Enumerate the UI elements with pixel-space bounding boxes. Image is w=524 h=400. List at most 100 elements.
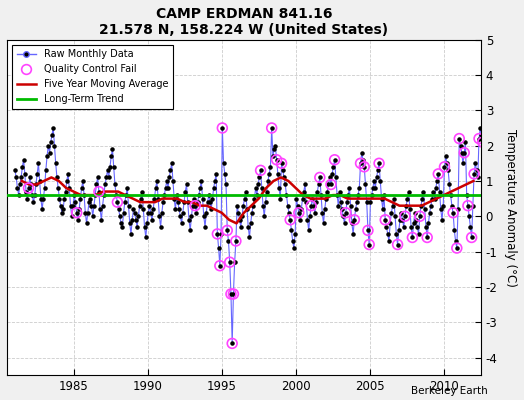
Point — [457, 150, 466, 156]
Point — [401, 213, 409, 220]
Point — [210, 185, 218, 191]
Point — [261, 199, 270, 205]
Point — [106, 164, 114, 170]
Point — [213, 231, 222, 237]
Point — [430, 196, 439, 202]
Point — [211, 178, 219, 184]
Point — [137, 196, 145, 202]
Point — [384, 231, 392, 237]
Point — [455, 135, 463, 142]
Point — [416, 213, 424, 220]
Point — [275, 185, 283, 191]
Point — [285, 210, 293, 216]
Point — [252, 185, 260, 191]
Point — [19, 156, 28, 163]
Point — [412, 217, 420, 223]
Point — [133, 224, 141, 230]
Point — [90, 202, 98, 209]
Point — [331, 156, 339, 163]
Point — [17, 174, 25, 181]
Point — [475, 135, 483, 142]
Point — [79, 178, 87, 184]
Point — [161, 185, 170, 191]
Point — [293, 202, 302, 209]
Point — [467, 234, 476, 241]
Point — [93, 174, 102, 181]
Point — [280, 174, 288, 181]
Point — [296, 217, 304, 223]
Point — [334, 202, 343, 209]
Point — [12, 174, 20, 181]
Point — [92, 181, 101, 188]
Point — [138, 188, 146, 195]
Point — [227, 291, 235, 297]
Point — [287, 227, 296, 234]
Point — [81, 210, 90, 216]
Point — [470, 171, 478, 177]
Point — [376, 178, 385, 184]
Point — [400, 224, 408, 230]
Point — [449, 210, 457, 216]
Point — [403, 196, 412, 202]
Point — [468, 202, 477, 209]
Point — [475, 135, 483, 142]
Point — [474, 174, 482, 181]
Point — [165, 174, 173, 181]
Point — [186, 227, 194, 234]
Point — [304, 227, 313, 234]
Point — [366, 199, 375, 205]
Point — [333, 192, 341, 198]
Point — [325, 174, 334, 181]
Point — [24, 185, 32, 191]
Point — [259, 202, 267, 209]
Point — [323, 188, 331, 195]
Point — [69, 202, 77, 209]
Point — [239, 202, 247, 209]
Point — [327, 181, 335, 188]
Point — [223, 227, 232, 234]
Point — [88, 202, 96, 209]
Point — [439, 202, 447, 209]
Point — [218, 125, 226, 131]
Point — [301, 181, 309, 188]
Point — [467, 234, 476, 241]
Point — [425, 210, 434, 216]
Point — [329, 164, 337, 170]
Point — [75, 206, 83, 212]
Point — [26, 174, 34, 181]
Point — [359, 156, 367, 163]
Point — [418, 196, 427, 202]
Point — [139, 206, 148, 212]
Point — [419, 188, 428, 195]
Point — [15, 192, 23, 198]
Point — [447, 202, 456, 209]
Point — [41, 167, 50, 174]
Point — [391, 213, 399, 220]
Point — [147, 210, 155, 216]
Point — [135, 202, 144, 209]
Point — [442, 153, 450, 160]
Point — [346, 202, 355, 209]
Point — [336, 199, 345, 205]
Text: Berkeley Earth: Berkeley Earth — [411, 386, 487, 396]
Point — [53, 174, 61, 181]
Point — [241, 196, 249, 202]
Point — [390, 196, 398, 202]
Point — [465, 213, 473, 220]
Point — [29, 199, 38, 205]
Point — [272, 156, 281, 163]
Point — [331, 156, 339, 163]
Point — [303, 217, 312, 223]
Point — [433, 178, 441, 184]
Point — [60, 196, 69, 202]
Point — [300, 188, 308, 195]
Point — [20, 171, 29, 177]
Point — [249, 202, 257, 209]
Point — [111, 181, 119, 188]
Point — [214, 245, 223, 251]
Point — [43, 153, 51, 160]
Point — [74, 217, 82, 223]
Point — [436, 206, 445, 212]
Point — [282, 192, 291, 198]
Point — [445, 181, 454, 188]
